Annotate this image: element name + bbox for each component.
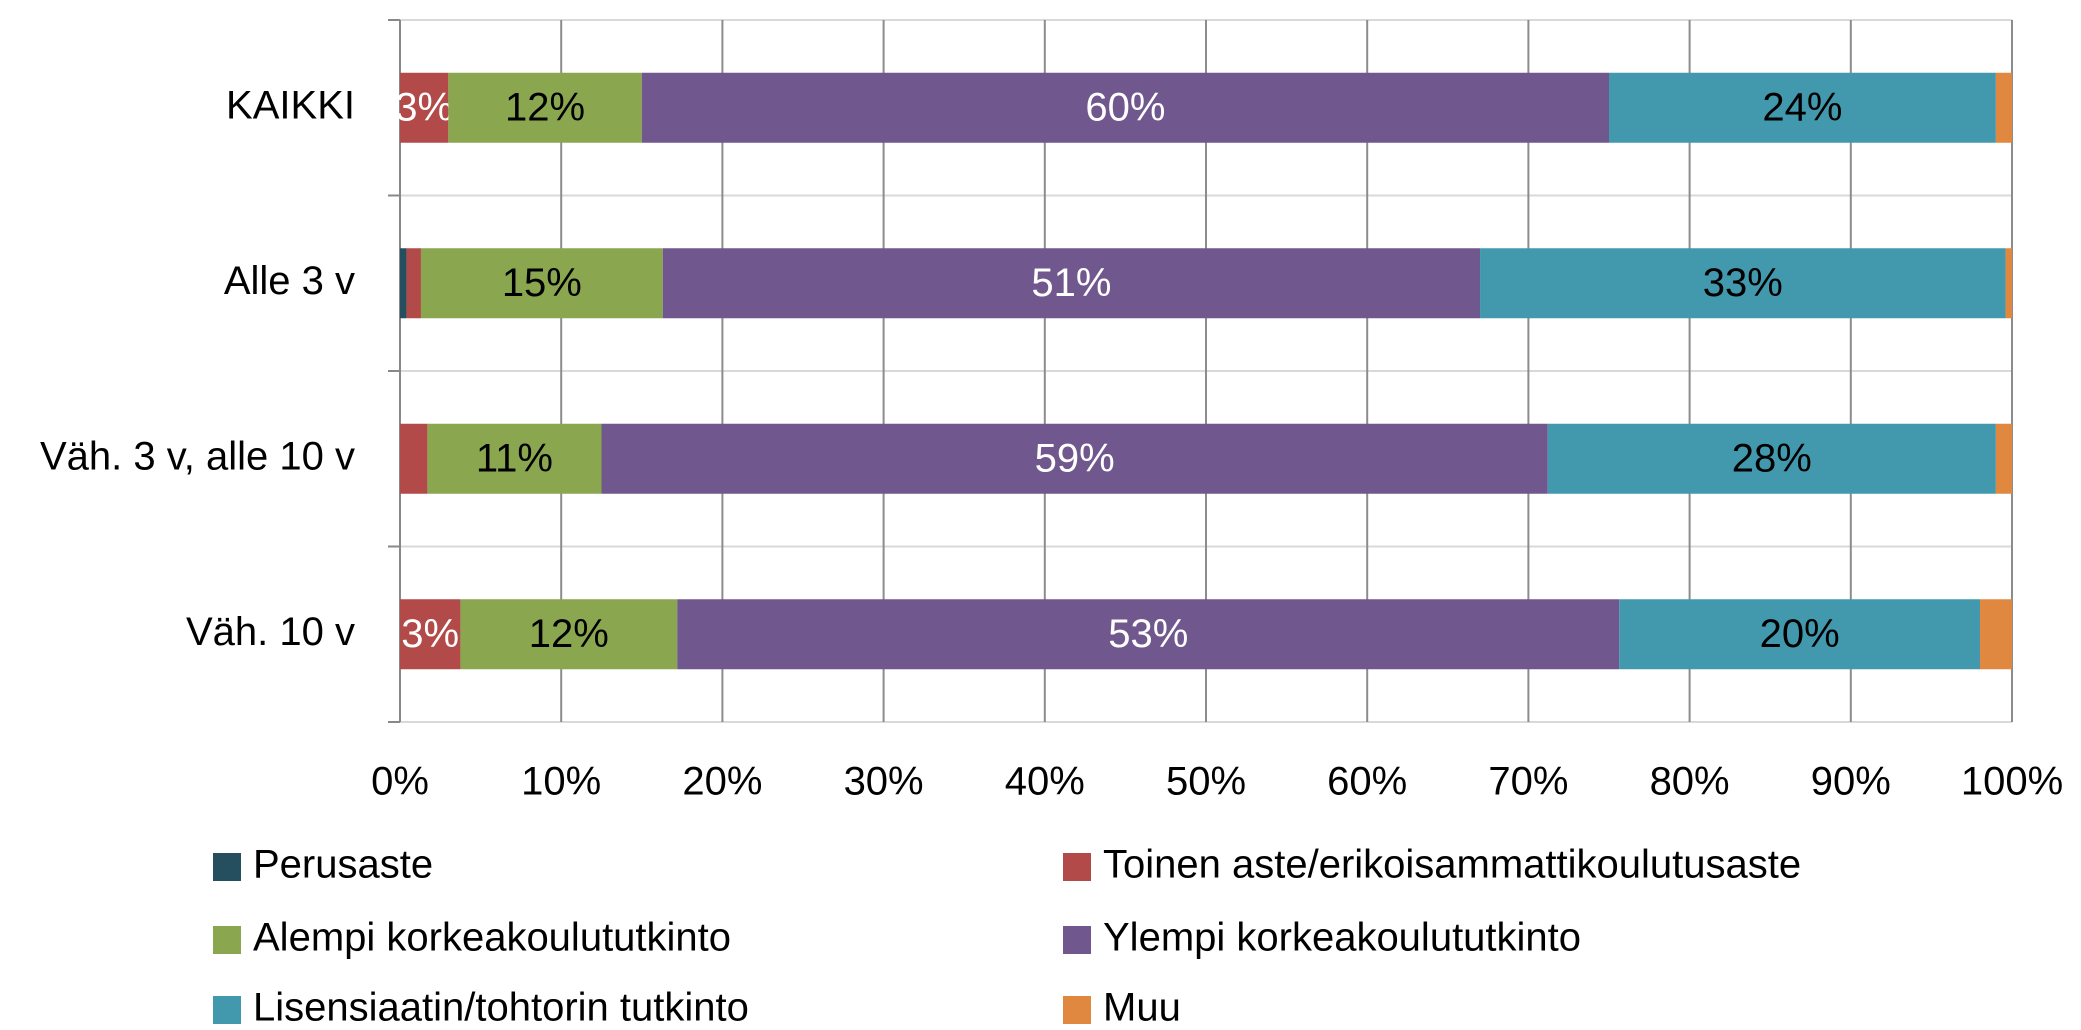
x-tick-label: 60% <box>1327 760 1407 804</box>
legend-label: Alempi korkeakoulututkinto <box>253 916 731 960</box>
data-label: 3% <box>401 612 459 656</box>
bar-segment <box>400 72 449 143</box>
data-label: 15% <box>502 261 582 305</box>
bar-segment <box>1609 72 1996 143</box>
legend-label: Muu <box>1103 986 1181 1030</box>
bar-segment <box>406 248 421 319</box>
legend-label: Toinen aste/erikoisammattikoulutusaste <box>1103 843 1801 887</box>
bar-segment <box>1480 248 2006 319</box>
bar-segment <box>1547 423 1996 494</box>
bar-segment <box>601 423 1548 494</box>
x-tick-label: 40% <box>1005 760 1085 804</box>
data-label: 20% <box>1760 612 1840 656</box>
x-tick-label: 80% <box>1650 760 1730 804</box>
legend-swatch <box>213 996 241 1024</box>
data-label: 3% <box>395 85 453 129</box>
legend-swatch <box>1063 853 1091 881</box>
x-tick-label: 100% <box>1961 760 2063 804</box>
x-tick-label: 30% <box>844 760 924 804</box>
bar-segment <box>400 599 461 670</box>
bar-segment <box>427 423 602 494</box>
y-tick-label: Väh. 10 v <box>186 610 355 654</box>
data-label: 28% <box>1732 436 1812 480</box>
data-label: 59% <box>1035 436 1115 480</box>
y-tick-label: Alle 3 v <box>224 259 355 303</box>
data-label: 33% <box>1703 261 1783 305</box>
y-tick-label: KAIKKI <box>226 83 355 127</box>
bar-segment <box>1995 423 2012 494</box>
legend-label: Ylempi korkeakoulututkinto <box>1103 916 1581 960</box>
y-tick-label: Väh. 3 v, alle 10 v <box>40 434 355 478</box>
bar-segment <box>1995 72 2012 143</box>
bar-segment <box>1619 599 1981 670</box>
x-tick-label: 70% <box>1488 760 1568 804</box>
bar-segment <box>1980 599 2012 670</box>
bar-segment <box>460 599 678 670</box>
bar-segment <box>677 599 1620 670</box>
bar-segment <box>400 248 407 319</box>
data-label: 60% <box>1085 85 1165 129</box>
legend-swatch <box>213 853 241 881</box>
data-label: 51% <box>1031 261 1111 305</box>
data-label: 24% <box>1762 85 1842 129</box>
bar-segment <box>2005 248 2012 319</box>
data-label: 12% <box>529 612 609 656</box>
legend-label: Perusaste <box>253 843 433 887</box>
bar-segment <box>400 423 428 494</box>
legend-swatch <box>1063 926 1091 954</box>
bar-segment <box>448 72 642 143</box>
data-label: 11% <box>476 436 553 480</box>
x-tick-label: 50% <box>1166 760 1246 804</box>
data-label: 12% <box>505 85 585 129</box>
bar-segment <box>662 248 1481 319</box>
bar-segment <box>641 72 1609 143</box>
x-tick-label: 0% <box>371 760 429 804</box>
x-tick-label: 10% <box>521 760 601 804</box>
x-tick-label: 90% <box>1811 760 1891 804</box>
x-tick-label: 20% <box>682 760 762 804</box>
legend-swatch <box>213 926 241 954</box>
legend-swatch <box>1063 996 1091 1024</box>
data-label: 53% <box>1108 612 1188 656</box>
legend-label: Lisensiaatin/tohtorin tutkinto <box>253 986 749 1030</box>
bar-segment <box>420 248 663 319</box>
